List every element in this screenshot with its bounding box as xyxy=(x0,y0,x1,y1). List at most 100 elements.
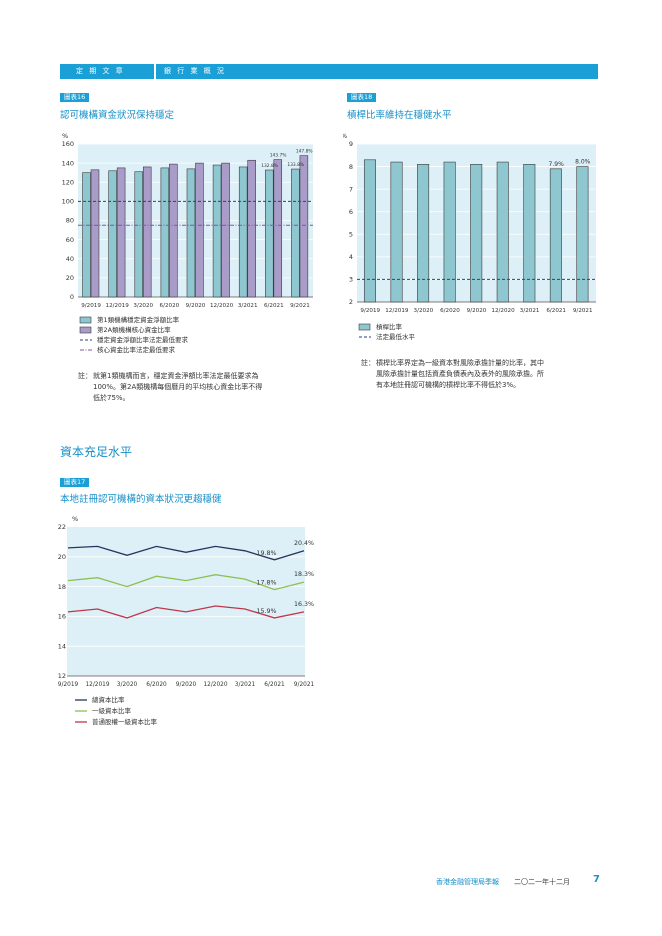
legend-label: 法定最低水平 xyxy=(376,332,416,341)
bar-1 xyxy=(523,164,536,303)
header-topic-label: 銀 行 業 概 況 xyxy=(164,67,226,75)
y-tick-label: 22 xyxy=(58,523,66,531)
chart16-note-line: 低於75%。 xyxy=(93,394,130,402)
y-tick-label: 140 xyxy=(62,159,74,167)
bar-1 xyxy=(108,170,117,298)
y-tick-label: 18 xyxy=(58,583,66,591)
y-tick-label: 20 xyxy=(58,553,66,561)
legend-label: 穩定資金淨額比率法定最低要求 xyxy=(97,335,189,344)
x-tick-label: 9/2020 xyxy=(186,303,206,309)
data-label: 16.3% xyxy=(294,601,314,608)
y-tick-label: 14 xyxy=(58,642,66,650)
bar-1 xyxy=(470,164,483,303)
bar-1 xyxy=(238,166,248,298)
x-tick-label: 3/2020 xyxy=(414,308,434,314)
bar-1 xyxy=(265,169,274,298)
y-tick-label: 16 xyxy=(58,613,66,621)
y-tick-label: 6 xyxy=(349,208,353,216)
bar-2 xyxy=(247,159,256,298)
bar-2 xyxy=(116,167,126,298)
chart16-note: 註： 就第1類機構而言，穩定資金淨額比率法定最低要求為 100%。第2A類機構每… xyxy=(78,371,328,411)
legend-label: 槓桿比率 xyxy=(376,322,403,331)
x-tick-label: 9/2020 xyxy=(467,308,487,314)
y-unit-label: % xyxy=(72,515,78,523)
data-label: 18.3% xyxy=(294,571,314,578)
bar-1 xyxy=(291,168,300,298)
chart16-note-label: 註： xyxy=(78,372,92,380)
data-label: 133.8% xyxy=(287,162,304,168)
data-label: 19.8% xyxy=(256,550,276,557)
x-tick-label: 9/2021 xyxy=(573,308,593,314)
x-tick-label: 3/2021 xyxy=(520,308,540,314)
series-line-1 xyxy=(67,545,305,561)
x-tick-label: 12/2019 xyxy=(106,303,130,309)
y-tick-label: 3 xyxy=(349,276,353,284)
bar-1 xyxy=(82,172,91,298)
chart17-tag: 圖表17 xyxy=(60,478,90,487)
x-tick-label: 12/2020 xyxy=(203,682,227,688)
legend-label: 總資本比率 xyxy=(92,695,125,704)
y-unit-label: % xyxy=(62,132,68,140)
legend-label: 第2A類機構核心資金比率 xyxy=(97,325,171,334)
y-tick-label: 9 xyxy=(349,140,353,148)
x-tick-label: 3/2020 xyxy=(133,303,153,309)
chart18-note-line: 有本地註冊認可機構的槓桿比率不得低於3%。 xyxy=(376,381,521,389)
x-tick-label: 6/2021 xyxy=(264,682,285,688)
bar-1 xyxy=(212,164,222,298)
y-tick-label: 8 xyxy=(349,163,353,171)
legend-swatch xyxy=(79,326,92,334)
footer-date: 二〇二一年十二月 xyxy=(514,878,570,886)
x-tick-label: 9/2021 xyxy=(290,303,310,309)
chart16-note-line: 就第1類機構而言，穩定資金淨額比率法定最低要求為 xyxy=(93,372,259,380)
x-tick-label: 9/2020 xyxy=(176,682,197,688)
bar-2 xyxy=(299,155,309,298)
bar-2 xyxy=(221,162,230,298)
bar-2 xyxy=(142,166,152,298)
section-heading: 資本充足水平 xyxy=(60,445,133,459)
series-line-3 xyxy=(67,605,305,619)
y-tick-label: 2 xyxy=(349,298,353,306)
legend-swatch xyxy=(79,316,92,324)
x-tick-label: 6/2021 xyxy=(264,303,284,309)
y-tick-label: 120 xyxy=(62,178,74,186)
y-tick-label: 60 xyxy=(66,236,74,244)
chart18-title: 槓桿比率維持在穩健水平 xyxy=(347,110,452,121)
y-tick-label: 160 xyxy=(62,140,74,148)
header-section-label: 定 期 文 章 xyxy=(76,67,125,75)
bar-1 xyxy=(186,168,196,298)
y-tick-label: 40 xyxy=(66,255,74,263)
bar-1 xyxy=(549,168,562,303)
bar-1 xyxy=(443,161,456,303)
chart16-note-line: 100%。第2A類機構每個曆月的平均核心資金比率不得 xyxy=(93,383,263,391)
x-tick-label: 9/2019 xyxy=(81,303,101,309)
x-tick-label: 12/2019 xyxy=(385,308,409,314)
legend-label: 普通股權一級資本比率 xyxy=(92,717,158,726)
y-unit-label: % xyxy=(343,132,347,140)
y-tick-label: 5 xyxy=(349,230,353,238)
chart18-svg: % 2 3 4 5 6 7 8 9 9/2019 12/2019 3/2020 6/2020 9/2020… xyxy=(343,132,596,341)
x-tick-label: 6/2020 xyxy=(160,303,180,309)
footer-page-number: 7 xyxy=(593,874,600,885)
chart18-note: 註： 槓桿比率界定為一級資本對風險承擔計量的比率，其中 風險承擔計量包括資產負債… xyxy=(361,358,606,398)
data-label: 8.0% xyxy=(575,159,591,166)
chart18-note-line: 風險承擔計量包括資產負債表內及表外的風險承擔。所 xyxy=(376,370,544,378)
x-tick-label: 12/2020 xyxy=(491,308,515,314)
chart18-tag: 圖表18 xyxy=(347,93,377,102)
data-label: 132.8% xyxy=(261,163,278,169)
y-tick-label: 80 xyxy=(66,217,74,225)
chart16-title: 認可機構資金狀況保持穩定 xyxy=(60,110,175,121)
chart18-note-line: 槓桿比率界定為一級資本對風險承擔計量的比率，其中 xyxy=(376,359,544,367)
x-tick-label: 6/2020 xyxy=(146,682,167,688)
y-tick-label: 12 xyxy=(58,672,66,680)
bar-1 xyxy=(390,161,403,303)
x-tick-label: 6/2020 xyxy=(440,308,460,314)
data-label: 7.9% xyxy=(549,161,565,168)
y-tick-label: 20 xyxy=(66,274,74,282)
x-tick-label: 9/2019 xyxy=(360,308,380,314)
bar-1 xyxy=(160,167,170,298)
x-tick-label: 12/2019 xyxy=(85,682,109,688)
bar-1 xyxy=(417,164,430,303)
series-line-2 xyxy=(67,574,305,591)
x-tick-label: 3/2020 xyxy=(117,682,138,688)
